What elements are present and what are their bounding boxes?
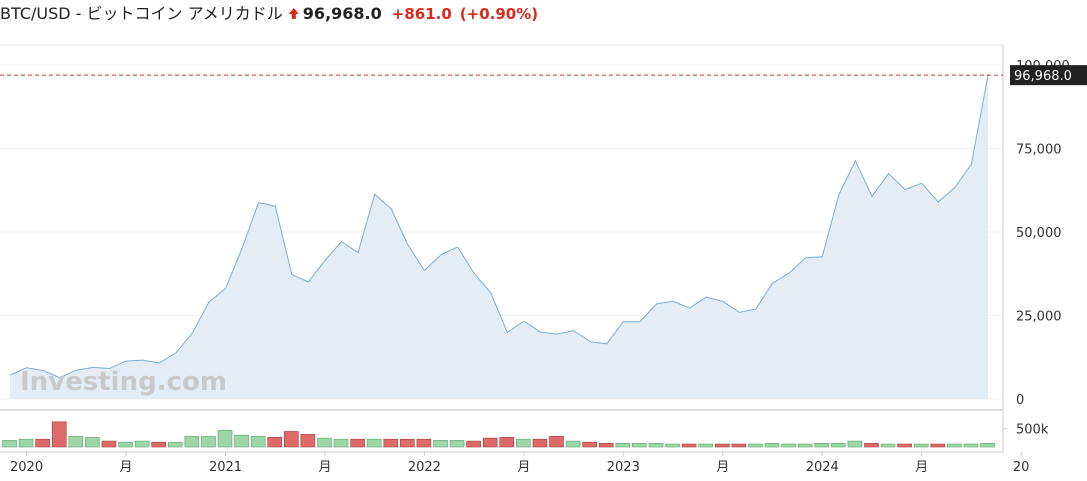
volume-bar: [283, 431, 299, 448]
volume-bar: [482, 437, 498, 448]
volume-bar: [897, 443, 912, 448]
volume-bar: [731, 443, 747, 448]
volume-bar: [267, 437, 283, 448]
price: 96,968.0: [303, 4, 382, 23]
volume-bar: [101, 440, 117, 448]
title: BTC/USD - ビットコイン アメリカドル: [0, 4, 283, 23]
volume-bar: [134, 440, 150, 448]
volume-bar: [714, 443, 730, 448]
volume-bar: [764, 442, 780, 448]
area: [10, 75, 988, 399]
volume-bar: [582, 441, 597, 448]
volume-bar: [400, 438, 415, 448]
y-tick-label: 0: [1016, 393, 1024, 408]
volume-bar: [201, 435, 216, 448]
volume-bar: [615, 442, 631, 448]
x-tick-label: 月: [318, 460, 331, 475]
y-tick-label: 75,000: [1016, 143, 1062, 158]
volume-bar: [333, 438, 349, 448]
volume-bar: [698, 443, 714, 448]
volume-bar: [416, 438, 432, 448]
x-tick-label: 2021: [209, 460, 242, 475]
last-price-box: [1010, 65, 1087, 86]
volume-bar: [68, 435, 84, 448]
volume-bar: [681, 443, 697, 448]
volume-bar: [151, 441, 166, 448]
volume-bar: [549, 435, 564, 448]
volume-bar: [217, 430, 233, 448]
volume-bar: [831, 442, 846, 448]
volume-bar: [499, 437, 515, 448]
volume-bar: [300, 434, 316, 448]
y-tick-label: 50,000: [1016, 226, 1062, 241]
volume-bar: [797, 443, 813, 448]
volume-bar: [880, 443, 896, 448]
volume-bar: [632, 442, 647, 448]
volume-bar: [85, 437, 100, 448]
volume-bar: [847, 440, 863, 448]
volume-bar: [383, 438, 399, 448]
volume-bar: [51, 421, 67, 448]
volume-bar: [980, 442, 995, 448]
volume-tick-label: 500k: [1016, 423, 1049, 438]
x-tick-label: 月: [716, 460, 729, 475]
volume-bar: [118, 441, 133, 448]
x-tick-label: 2023: [607, 460, 640, 475]
volume-bar: [250, 435, 266, 448]
watermark: Investing.com: [20, 367, 227, 397]
change: +861.0: [392, 5, 452, 23]
x-tick-label: 月: [915, 460, 928, 475]
up-arrow: [288, 8, 299, 19]
volume-bar: [864, 442, 879, 448]
x-tick-label: 2024: [806, 460, 839, 475]
volume-bar: [449, 440, 465, 448]
volume-bar: [665, 443, 680, 448]
volume-bar: [930, 443, 946, 448]
price-line: [9, 75, 989, 379]
x-tick-label: 2022: [408, 460, 441, 475]
volume-bar: [35, 438, 50, 448]
x-tick-label: 20: [1013, 460, 1030, 475]
volume-bar: [18, 438, 34, 448]
volume-bar: [781, 443, 796, 448]
volume-bar: [565, 440, 581, 448]
volume-bar: [748, 443, 763, 448]
volume-bar: [598, 442, 614, 448]
volume-bar: [466, 440, 481, 448]
y-tick-label: 25,000: [1016, 310, 1062, 325]
volume-bar: [350, 438, 365, 448]
volume-bar: [516, 438, 531, 448]
volume-bar: [234, 434, 249, 448]
volume-bar: [366, 438, 382, 448]
volume-bar: [963, 443, 979, 448]
change-pct: (+0.90%): [460, 5, 538, 23]
volume-bar: [814, 442, 830, 448]
volume-bar: [913, 443, 929, 448]
x-tick-label: 月: [517, 460, 530, 475]
volume-bar: [317, 437, 332, 448]
volume-bar: [433, 440, 448, 448]
volume-bar: [184, 435, 200, 448]
last-price-label: 96,968.0: [1014, 69, 1072, 84]
x-tick-label: 月: [120, 460, 133, 475]
x-tick-label: 2020: [10, 460, 43, 475]
volume-bar: [648, 442, 664, 448]
volume-bar: [532, 438, 548, 448]
volume-bar: [2, 440, 17, 448]
volume-bar: [947, 443, 962, 448]
volume-bar: [167, 441, 183, 448]
